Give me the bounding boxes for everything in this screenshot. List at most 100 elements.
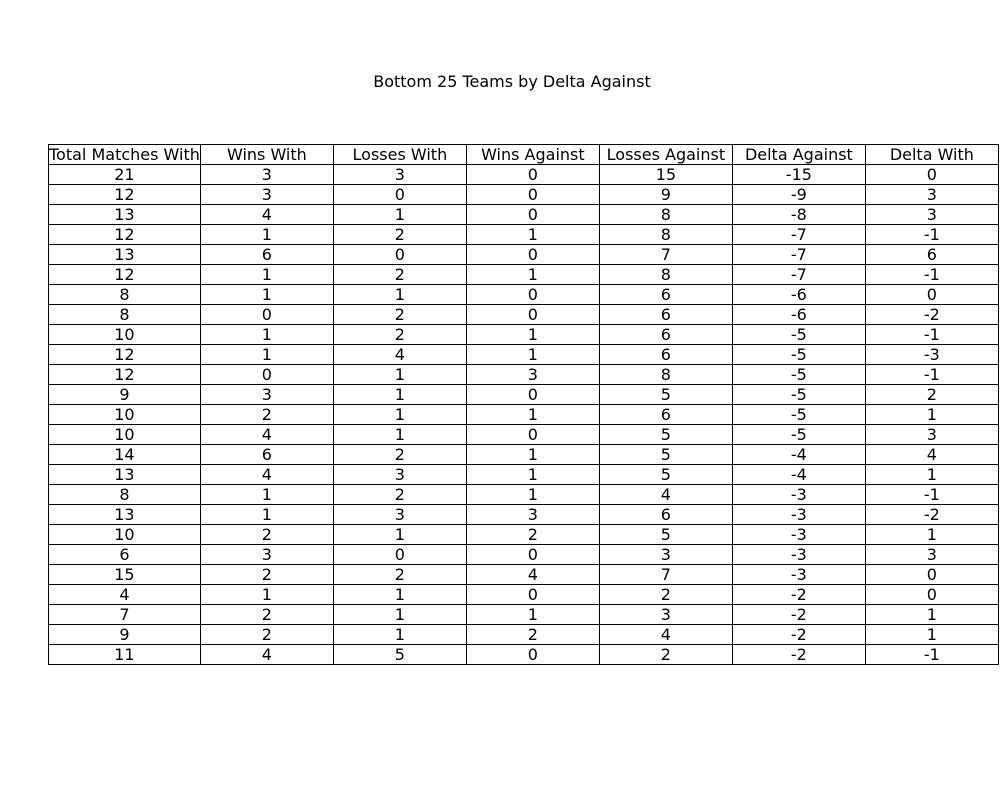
table-cell: 3 [864,184,999,205]
table-cell: 0 [199,364,334,385]
table-cell: 8 [598,364,733,385]
table-cell: 3 [199,544,334,565]
table-cell: 2 [199,404,334,425]
table-cell: 2 [598,644,733,665]
table-cell: 3 [465,364,600,385]
table-row: 21 3 3 0 15 -15 0 [48,164,999,185]
table-cell: 1 [199,284,334,305]
table-row: 10 1 2 1 6 -5 -1 [48,324,999,345]
table-cell: 2 [332,324,467,345]
table-cell: 1 [332,624,467,645]
table-cell: -1 [864,324,999,345]
table-cell: 1 [332,364,467,385]
table-cell: 15 [598,164,733,185]
table-cell: 8 [48,284,201,305]
table-cell: -2 [731,624,866,645]
table-cell: 1 [465,604,600,625]
table-cell: 0 [864,284,999,305]
table-cell: 2 [465,624,600,645]
table-cell: -7 [731,224,866,245]
table-cell: 10 [48,324,201,345]
table-cell: 9 [48,624,201,645]
table-cell: -2 [731,584,866,605]
table-cell: 10 [48,404,201,425]
table-cell: 0 [199,304,334,325]
table-row: 12 0 1 3 8 -5 -1 [48,364,999,385]
table-cell: 0 [465,584,600,605]
table-cell: 1 [465,464,600,485]
table-cell: 1 [199,324,334,345]
table-cell: -3 [731,484,866,505]
table-cell: -2 [731,604,866,625]
table-row: 13 4 1 0 8 -8 3 [48,204,999,225]
table-cell: 4 [199,644,334,665]
table-cell: 6 [864,244,999,265]
table-cell: 1 [864,624,999,645]
table-cell: 1 [332,204,467,225]
table-cell: 2 [332,224,467,245]
table-cell: 6 [598,284,733,305]
table-cell: -2 [864,504,999,525]
table-cell: 4 [199,424,334,445]
column-header: Losses Against [598,144,733,165]
table-row: 10 2 1 2 5 -3 1 [48,524,999,545]
chart-title: Bottom 25 Teams by Delta Against [373,72,651,91]
table-cell: 4 [332,344,467,365]
table-row: 14 6 2 1 5 -4 4 [48,444,999,465]
table-cell: 1 [465,404,600,425]
table-cell: 2 [332,264,467,285]
table-cell: 1 [199,264,334,285]
table-cell: 1 [465,344,600,365]
table-cell: 7 [598,244,733,265]
table-cell: 4 [465,564,600,585]
table-cell: 1 [199,584,334,605]
table-cell: 0 [465,544,600,565]
table-cell: 0 [465,204,600,225]
table-cell: -5 [731,324,866,345]
table-cell: 6 [48,544,201,565]
table-cell: 0 [465,424,600,445]
table-cell: 6 [598,404,733,425]
table-cell: 6 [598,504,733,525]
table-row: 12 1 2 1 8 -7 -1 [48,224,999,245]
table-cell: 11 [48,644,201,665]
table-row: 13 6 0 0 7 -7 6 [48,244,999,265]
table-cell: 5 [598,424,733,445]
column-header: Losses With [332,144,467,165]
table-cell: -6 [731,304,866,325]
table-cell: 0 [864,164,999,185]
table-cell: 0 [465,384,600,405]
table-cell: 14 [48,444,201,465]
table-row: 9 3 1 0 5 -5 2 [48,384,999,405]
table-cell: 2 [332,304,467,325]
table-row: 13 1 3 3 6 -3 -2 [48,504,999,525]
table-cell: 0 [465,244,600,265]
table-cell: 1 [465,264,600,285]
table-cell: 12 [48,184,201,205]
table-cell: 1 [864,604,999,625]
table-row: 8 0 2 0 6 -6 -2 [48,304,999,325]
table-cell: -3 [731,564,866,585]
data-table: Total Matches With Wins With Losses With Wi… [48,144,999,665]
table-cell: 3 [864,424,999,445]
table-cell: 5 [598,464,733,485]
table-cell: 0 [465,284,600,305]
table-cell: 12 [48,264,201,285]
table-row: 10 2 1 1 6 -5 1 [48,404,999,425]
table-cell: 0 [332,244,467,265]
table-cell: -5 [731,404,866,425]
table-cell: 2 [465,524,600,545]
table-cell: 9 [598,184,733,205]
table-cell: 21 [48,164,201,185]
table-cell: 1 [332,404,467,425]
table-cell: -6 [731,284,866,305]
table-row: 10 4 1 0 5 -5 3 [48,424,999,445]
table-cell: 3 [465,504,600,525]
table-cell: 0 [465,304,600,325]
table-row: 12 1 4 1 6 -5 -3 [48,344,999,365]
table-cell: 12 [48,224,201,245]
table-cell: -7 [731,264,866,285]
table-cell: 2 [332,564,467,585]
table-row: 9 2 1 2 4 -2 1 [48,624,999,645]
table-cell: 4 [199,204,334,225]
